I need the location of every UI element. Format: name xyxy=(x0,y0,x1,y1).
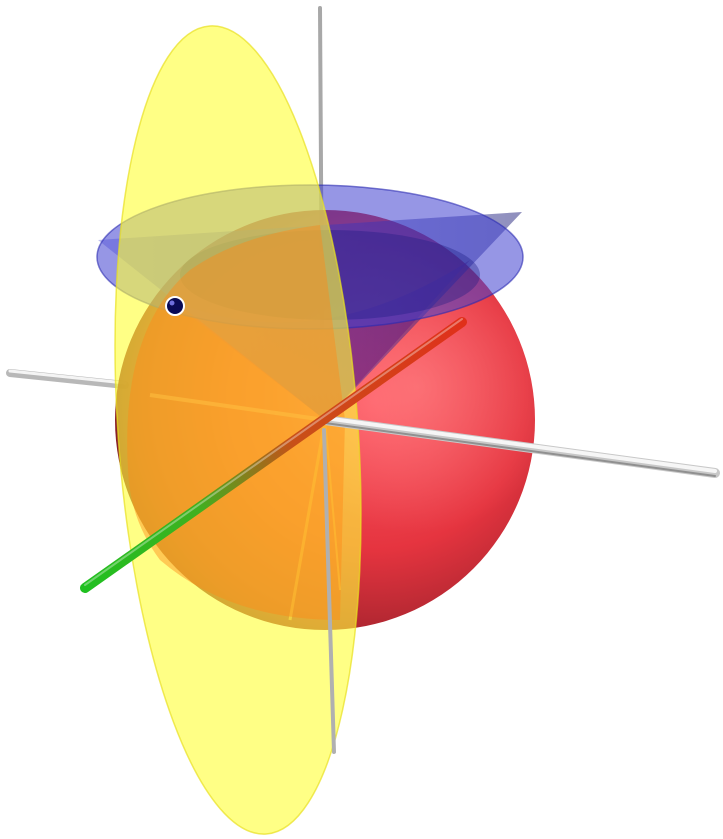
marker-point-dot xyxy=(165,296,185,316)
axes-front xyxy=(320,415,720,754)
vector-rod-highlight xyxy=(84,318,463,586)
plane-disc-shape xyxy=(115,25,361,835)
marker-point xyxy=(165,296,185,316)
vector-rod-body xyxy=(80,317,467,593)
coordinate-axis-horizontal-right-highlight xyxy=(323,416,717,473)
coordinate-axis-horizontal-right-shadow xyxy=(324,422,716,477)
coordinate-axis-vertical-bottom xyxy=(322,428,336,754)
vector-rod xyxy=(80,317,467,593)
coordinate-axis-horizontal-left xyxy=(6,369,129,389)
coordinate-axis-horizontal-left-highlight xyxy=(8,369,127,385)
